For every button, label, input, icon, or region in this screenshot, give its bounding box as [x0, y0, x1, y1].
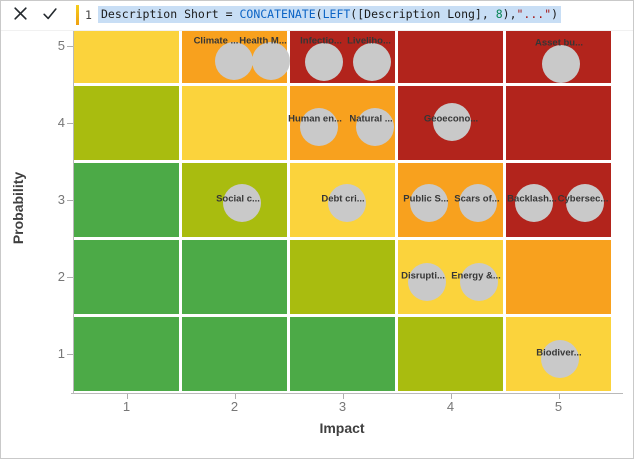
risk-bubble-label: Backlash...	[507, 193, 557, 205]
risk-bubble-label: Public S...	[403, 193, 449, 205]
matrix-cell	[506, 86, 611, 160]
matrix-cell	[182, 317, 287, 391]
risk-bubble-label: Infectio...	[300, 35, 342, 47]
modified-line-indicator	[76, 5, 79, 25]
matrix-cell	[290, 240, 395, 314]
risk-bubble[interactable]	[542, 45, 580, 83]
y-tick-label: 4	[57, 115, 65, 130]
matrix-cell	[506, 240, 611, 314]
y-axis-title: Probability	[10, 171, 26, 245]
risk-bubble-label: Energy &...	[451, 270, 501, 282]
risk-bubble[interactable]	[433, 103, 471, 141]
risk-bubble[interactable]	[215, 42, 253, 80]
x-tick-mark	[558, 394, 560, 399]
line-number: 1	[85, 8, 92, 22]
formula-bar: 1 Description Short = CONCATENATE(LEFT([…	[1, 1, 633, 31]
x-tick-label: 5	[554, 399, 563, 414]
x-tick-label: 2	[230, 399, 239, 414]
x-tick-label: 4	[446, 399, 455, 414]
x-tick-mark	[126, 394, 128, 399]
risk-bubble[interactable]	[408, 263, 446, 301]
matrix-cell	[74, 163, 179, 237]
risk-bubble[interactable]	[566, 184, 604, 222]
risk-bubble-label: Natural ...	[349, 113, 393, 125]
commit-button[interactable]	[39, 5, 61, 25]
risk-bubble[interactable]	[515, 184, 553, 222]
dax-formula-input[interactable]: Description Short = CONCATENATE(LEFT([De…	[98, 6, 562, 23]
matrix-cell	[74, 317, 179, 391]
y-tick-mark	[67, 200, 73, 201]
matrix-cell	[182, 86, 287, 160]
y-tick-mark	[67, 46, 73, 47]
formula-segment: ([Description Long],	[350, 7, 496, 21]
formula-segment: CONCATENATE	[239, 7, 316, 21]
matrix-cell	[182, 240, 287, 314]
x-tick-mark	[450, 394, 452, 399]
risk-bubble-label: Geoecono...	[423, 113, 479, 125]
x-tick-label: 3	[338, 399, 347, 414]
formula-segment: )	[551, 7, 559, 21]
matrix-cell	[290, 317, 395, 391]
y-tick-mark	[67, 277, 73, 278]
formula-segment: LEFT	[322, 7, 351, 21]
check-icon	[41, 5, 59, 25]
matrix-cell	[74, 86, 179, 160]
risk-bubble-label: Debt cri...	[321, 193, 365, 205]
y-tick-label: 3	[57, 192, 65, 207]
risk-bubble-label: Liveliho...	[347, 35, 391, 47]
risk-bubble-label: Asset bu...	[534, 37, 584, 49]
formula-segment: ),	[502, 7, 517, 21]
risk-bubble-label: Biodiver...	[536, 347, 582, 359]
risk-bubble[interactable]	[300, 108, 338, 146]
risk-bubble[interactable]	[252, 42, 290, 80]
risk-bubble-label: Human en...	[288, 113, 342, 125]
x-axis-title: Impact	[319, 420, 365, 436]
formula-segment: (	[315, 7, 323, 21]
risk-bubble-label: Cybersec...	[557, 193, 609, 205]
y-tick-label: 2	[57, 269, 65, 284]
y-tick-mark	[67, 123, 73, 124]
risk-bubble[interactable]	[353, 43, 391, 81]
risk-bubble[interactable]	[356, 108, 394, 146]
risk-bubble[interactable]	[328, 184, 366, 222]
risk-bubble-label: Health M...	[239, 35, 287, 47]
y-tick-label: 1	[57, 346, 65, 361]
risk-bubble-label: Social c...	[216, 193, 260, 205]
y-tick-label: 5	[57, 38, 65, 53]
matrix-cell	[74, 240, 179, 314]
risk-bubble[interactable]	[305, 43, 343, 81]
risk-bubble[interactable]	[541, 340, 579, 378]
x-tick-mark	[234, 394, 236, 399]
formula-segment: "..."	[516, 7, 552, 21]
formula-segment: Description Short =	[101, 7, 240, 21]
x-axis-line	[71, 393, 623, 394]
risk-bubble[interactable]	[223, 184, 261, 222]
x-tick-mark	[342, 394, 344, 399]
matrix-cell	[398, 317, 503, 391]
risk-bubble-label: Climate ...	[193, 35, 239, 47]
risk-bubble-label: Disrupti...	[401, 270, 445, 282]
risk-bubble[interactable]	[410, 184, 448, 222]
x-tick-label: 1	[122, 399, 131, 414]
risk-bubble[interactable]	[460, 263, 498, 301]
cancel-button[interactable]	[9, 5, 31, 25]
x-icon	[12, 5, 29, 25]
formula-segment: 8	[495, 7, 503, 21]
risk-bubble[interactable]	[459, 184, 497, 222]
y-tick-mark	[67, 354, 73, 355]
y-axis-line	[73, 30, 74, 393]
risk-bubble-label: Scars of...	[454, 193, 500, 205]
